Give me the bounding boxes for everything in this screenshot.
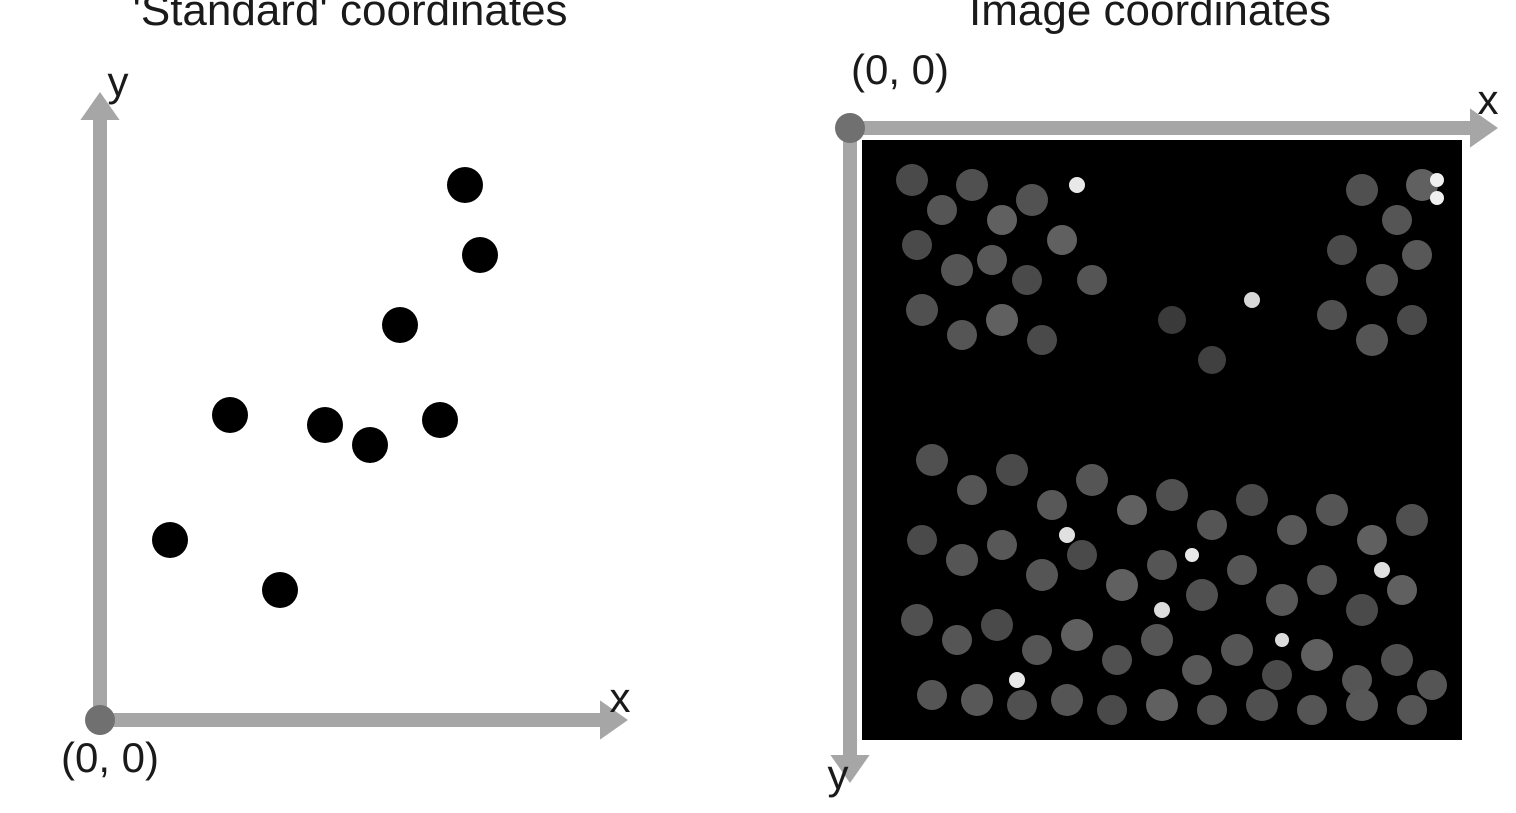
right-x-axis-label: x	[1478, 76, 1499, 124]
right-origin-label: (0, 0)	[851, 46, 949, 94]
figure-container: 'Standard' coordinates x y (0, 0) Image …	[0, 0, 1516, 813]
right-axes	[0, 0, 1516, 813]
right-y-axis-label: y	[828, 751, 849, 799]
